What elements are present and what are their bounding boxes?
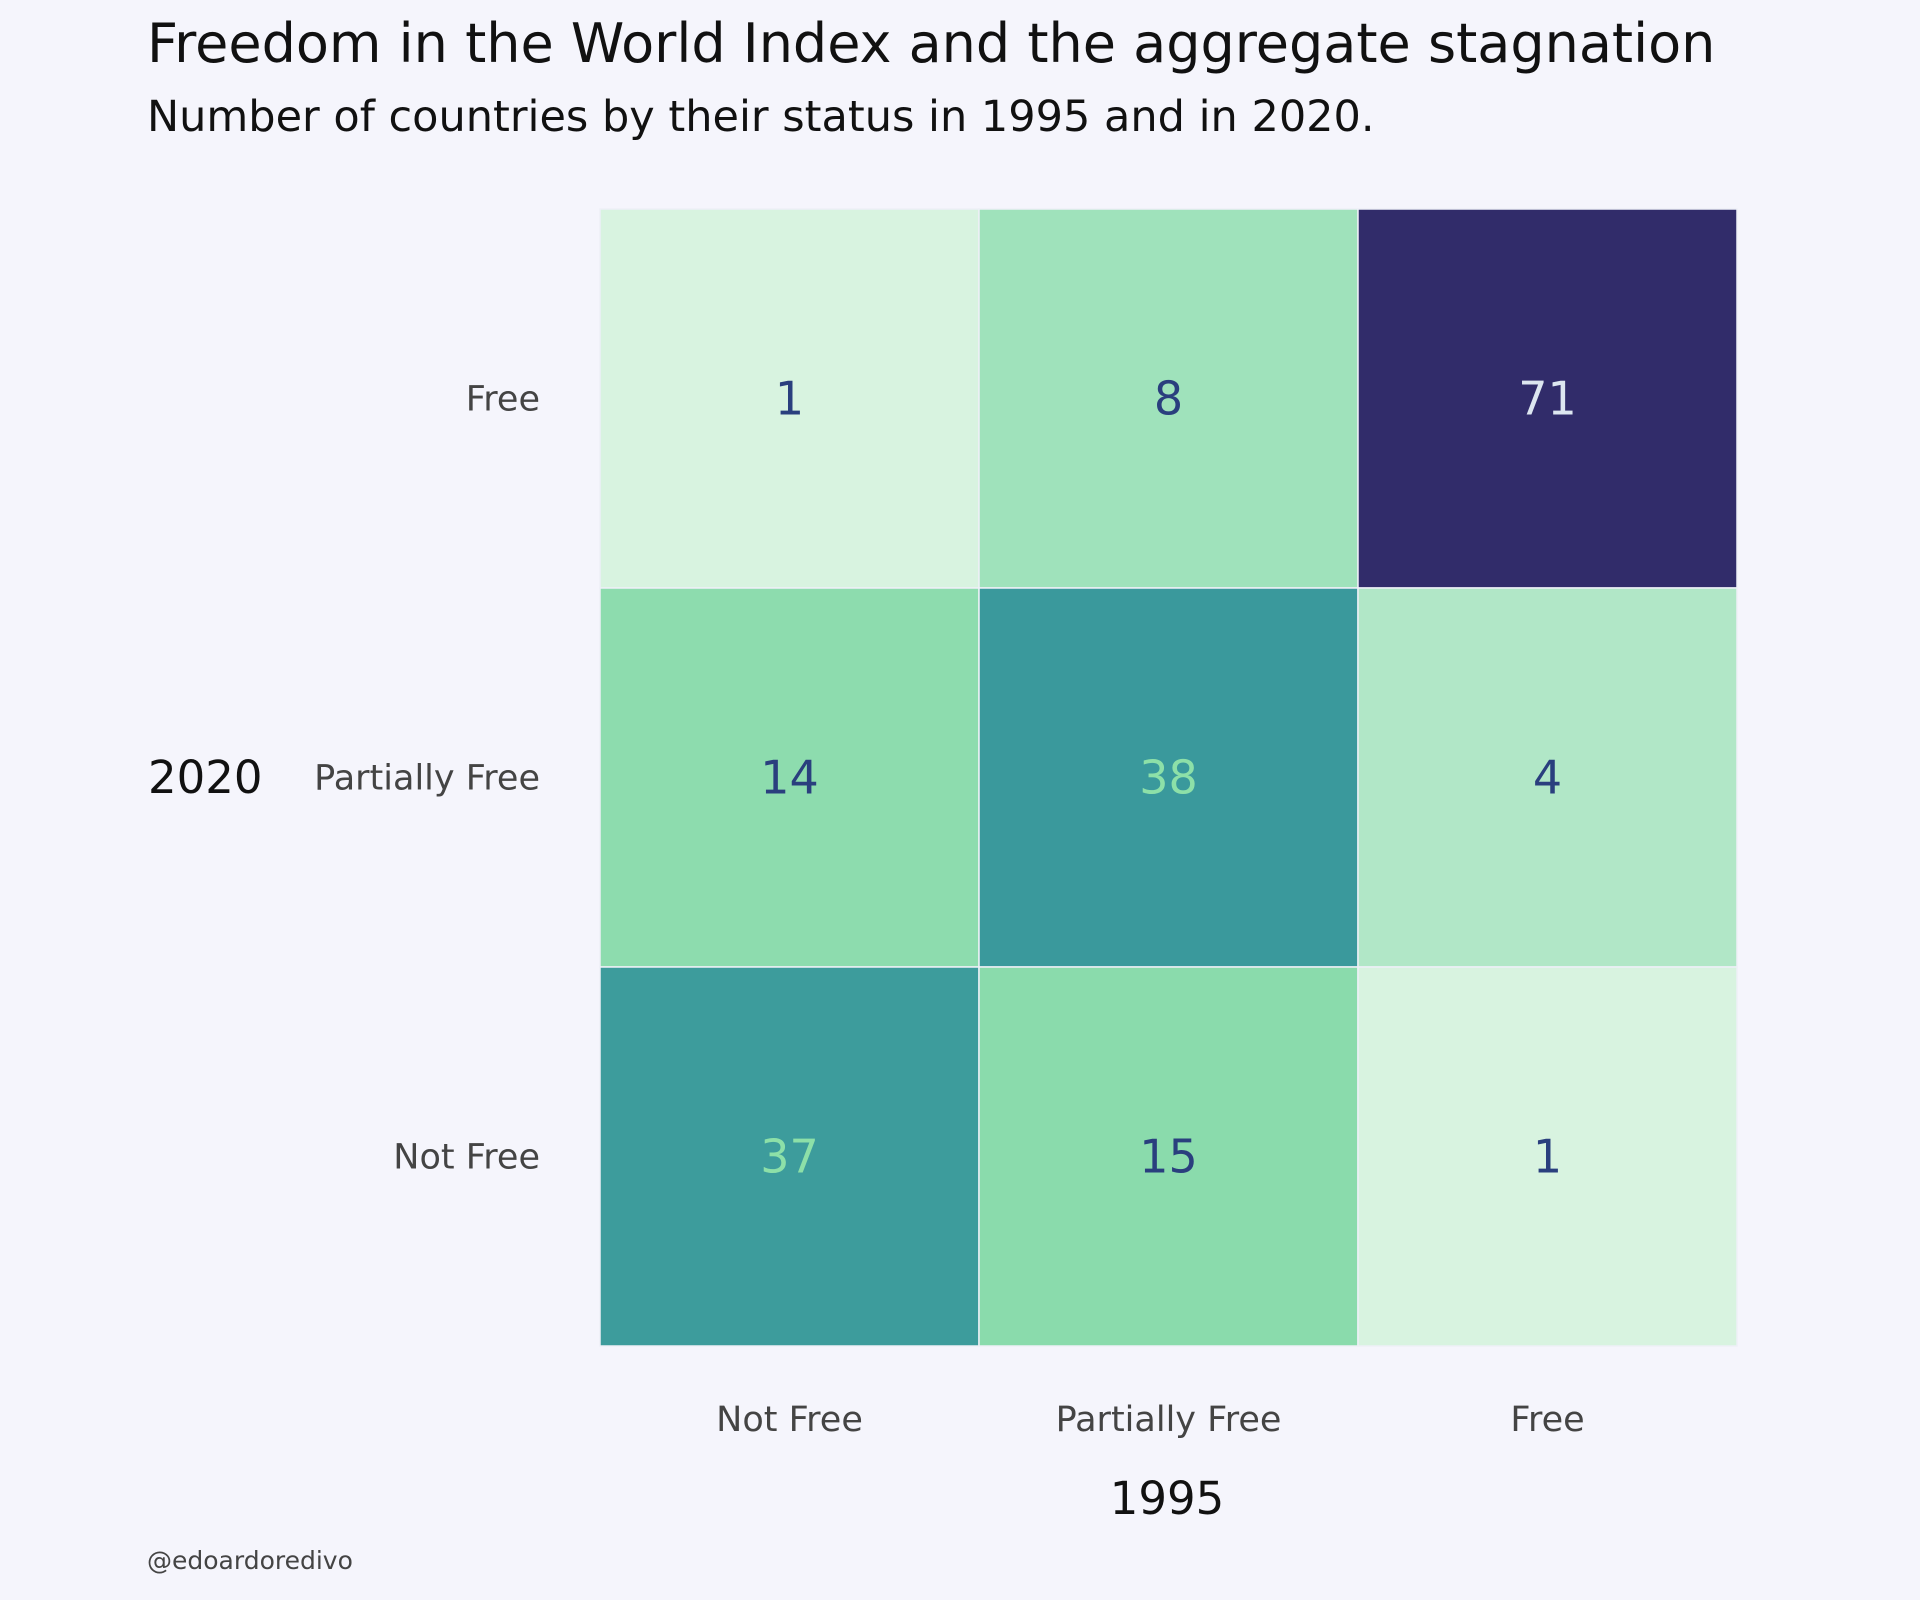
y-tick-label: Free bbox=[466, 380, 540, 420]
heatmap-cell-partially-free-free bbox=[1357, 587, 1738, 968]
x-tick-label: Not Free bbox=[716, 1400, 863, 1440]
cell-value-label: 15 bbox=[1139, 1130, 1198, 1184]
heatmap-cell-free-free bbox=[1357, 208, 1738, 589]
heatmap-cell-free-not-free bbox=[599, 208, 980, 589]
cell-value-label: 4 bbox=[1533, 751, 1562, 805]
y-axis-label: 2020 bbox=[148, 751, 263, 804]
cell-value-label: 1 bbox=[775, 372, 804, 426]
heatmap-cell-partially-free-not-free bbox=[599, 587, 980, 968]
x-axis-tick-labels: Not Free Partially Free Free bbox=[716, 1400, 1585, 1440]
cell-value-label: 37 bbox=[760, 1130, 819, 1184]
heatmap-cell-not-free-partially-free bbox=[978, 966, 1359, 1347]
x-tick-label: Free bbox=[1510, 1400, 1584, 1440]
chart-subtitle: Number of countries by their status in 1… bbox=[147, 92, 1375, 142]
cell-value-label: 1 bbox=[1533, 1130, 1562, 1184]
heatmap-cell-not-free-free bbox=[1357, 966, 1738, 1347]
heatmap-cells bbox=[599, 208, 1738, 1347]
y-tick-label: Not Free bbox=[393, 1138, 540, 1178]
heatmap-cell-labels: 1 8 71 14 38 4 37 15 1 bbox=[760, 372, 1577, 1184]
chart-title: Freedom in the World Index and the aggre… bbox=[147, 12, 1716, 75]
cell-value-label: 71 bbox=[1518, 372, 1577, 426]
x-tick-label: Partially Free bbox=[1056, 1400, 1282, 1440]
y-axis-tick-labels: Free Partially Free Not Free bbox=[314, 380, 540, 1178]
cell-value-label: 14 bbox=[760, 751, 819, 805]
author-credit: @edoardoredivo bbox=[147, 1546, 353, 1575]
y-tick-label: Partially Free bbox=[314, 759, 540, 799]
heatmap-cell-not-free-not-free bbox=[599, 966, 980, 1347]
heatmap-cell-partially-free-partially-free bbox=[978, 587, 1359, 968]
cell-value-label: 38 bbox=[1139, 751, 1198, 805]
cell-value-label: 8 bbox=[1154, 372, 1183, 426]
x-axis-label: 1995 bbox=[1110, 1472, 1225, 1525]
